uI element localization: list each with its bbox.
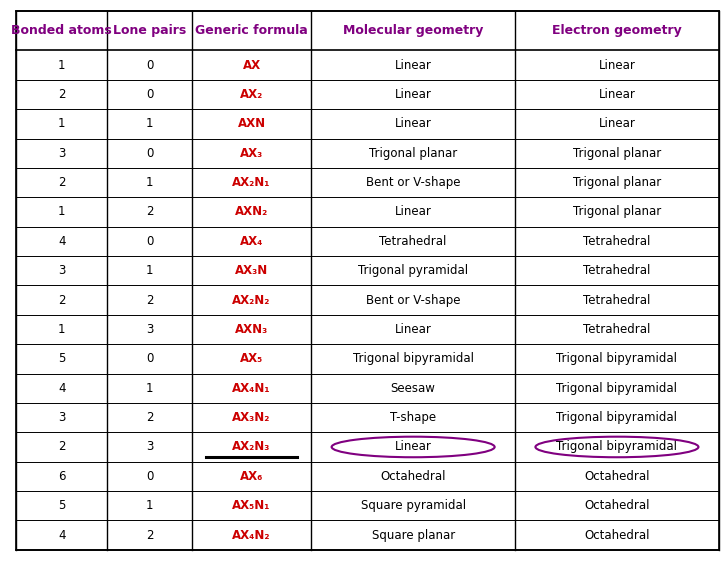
Text: Trigonal bipyramidal: Trigonal bipyramidal <box>556 352 677 365</box>
Text: Square pyramidal: Square pyramidal <box>361 499 465 512</box>
Text: Bonded atoms: Bonded atoms <box>12 24 112 37</box>
Text: Bent or V-shape: Bent or V-shape <box>366 293 460 306</box>
Text: AX₂N₁: AX₂N₁ <box>232 176 271 189</box>
Text: Trigonal bipyramidal: Trigonal bipyramidal <box>556 381 677 395</box>
Text: 1: 1 <box>58 58 65 72</box>
Text: 3: 3 <box>146 323 153 336</box>
Text: 1: 1 <box>58 205 65 218</box>
Text: Linear: Linear <box>598 117 635 130</box>
Text: 1: 1 <box>146 264 153 277</box>
Text: 4: 4 <box>58 235 65 248</box>
Text: Linear: Linear <box>395 88 431 101</box>
Text: 0: 0 <box>146 470 153 483</box>
Text: Linear: Linear <box>395 58 431 72</box>
Text: 0: 0 <box>146 352 153 365</box>
Text: AX₅N₁: AX₅N₁ <box>232 499 271 512</box>
Text: 1: 1 <box>58 323 65 336</box>
Text: Trigonal bipyramidal: Trigonal bipyramidal <box>556 440 677 453</box>
Text: 2: 2 <box>146 528 153 541</box>
Text: Tetrahedral: Tetrahedral <box>583 264 650 277</box>
Text: 2: 2 <box>58 176 65 189</box>
Text: 0: 0 <box>146 58 153 72</box>
Text: AX₃N: AX₃N <box>235 264 268 277</box>
Text: AX₄N₂: AX₄N₂ <box>232 528 271 541</box>
Text: 4: 4 <box>58 381 65 395</box>
Text: Bent or V-shape: Bent or V-shape <box>366 176 460 189</box>
Text: Trigonal planar: Trigonal planar <box>369 147 457 160</box>
Text: Generic formula: Generic formula <box>195 24 308 37</box>
Text: AXN: AXN <box>237 117 266 130</box>
Text: AX₂N₃: AX₂N₃ <box>232 440 271 453</box>
Text: 5: 5 <box>58 499 65 512</box>
Text: Octahedral: Octahedral <box>584 528 650 541</box>
Text: AX₃N₂: AX₃N₂ <box>232 411 271 424</box>
Text: AX₆: AX₆ <box>240 470 264 483</box>
Text: Trigonal pyramidal: Trigonal pyramidal <box>358 264 468 277</box>
Text: 2: 2 <box>146 205 153 218</box>
Text: 2: 2 <box>146 411 153 424</box>
Text: AX₄N₁: AX₄N₁ <box>232 381 271 395</box>
Text: Linear: Linear <box>395 323 431 336</box>
Text: Square planar: Square planar <box>372 528 454 541</box>
Text: Tetrahedral: Tetrahedral <box>380 235 446 248</box>
Text: 3: 3 <box>58 264 65 277</box>
Text: AX₃: AX₃ <box>240 147 263 160</box>
Text: 1: 1 <box>146 381 153 395</box>
Text: 0: 0 <box>146 235 153 248</box>
Text: Trigonal planar: Trigonal planar <box>573 205 661 218</box>
Text: 6: 6 <box>58 470 65 483</box>
Text: Lone pairs: Lone pairs <box>113 24 187 37</box>
Text: Tetrahedral: Tetrahedral <box>583 235 650 248</box>
Text: 1: 1 <box>146 499 153 512</box>
Text: 1: 1 <box>58 117 65 130</box>
Text: 3: 3 <box>58 147 65 160</box>
Text: Seesaw: Seesaw <box>391 381 436 395</box>
Text: Trigonal planar: Trigonal planar <box>573 176 661 189</box>
Text: Octahedral: Octahedral <box>584 470 650 483</box>
Text: Tetrahedral: Tetrahedral <box>583 293 650 306</box>
Text: Trigonal bipyramidal: Trigonal bipyramidal <box>556 411 677 424</box>
Text: Linear: Linear <box>598 88 635 101</box>
Text: 4: 4 <box>58 528 65 541</box>
Text: 3: 3 <box>58 411 65 424</box>
Text: Molecular geometry: Molecular geometry <box>343 24 484 37</box>
Text: AX₂N₂: AX₂N₂ <box>232 293 271 306</box>
Text: AX: AX <box>242 58 261 72</box>
Text: Tetrahedral: Tetrahedral <box>583 323 650 336</box>
Text: AXN₂: AXN₂ <box>235 205 268 218</box>
Text: T-shape: T-shape <box>390 411 436 424</box>
Text: Octahedral: Octahedral <box>584 499 650 512</box>
Text: Electron geometry: Electron geometry <box>552 24 682 37</box>
Text: 0: 0 <box>146 147 153 160</box>
Text: Octahedral: Octahedral <box>380 470 446 483</box>
Text: 5: 5 <box>58 352 65 365</box>
Text: 2: 2 <box>58 88 65 101</box>
Text: AX₅: AX₅ <box>240 352 263 365</box>
Text: AX₂: AX₂ <box>240 88 263 101</box>
Text: Linear: Linear <box>395 440 431 453</box>
Text: AXN₃: AXN₃ <box>235 323 268 336</box>
Text: 1: 1 <box>146 117 153 130</box>
Text: 2: 2 <box>146 293 153 306</box>
Text: 3: 3 <box>146 440 153 453</box>
Text: 2: 2 <box>58 440 65 453</box>
Text: Linear: Linear <box>598 58 635 72</box>
Text: Linear: Linear <box>395 205 431 218</box>
Text: 0: 0 <box>146 88 153 101</box>
Text: Trigonal planar: Trigonal planar <box>573 147 661 160</box>
Text: 2: 2 <box>58 293 65 306</box>
Text: 1: 1 <box>146 176 153 189</box>
Text: AX₄: AX₄ <box>240 235 264 248</box>
Text: Trigonal bipyramidal: Trigonal bipyramidal <box>353 352 473 365</box>
Text: Linear: Linear <box>395 117 431 130</box>
